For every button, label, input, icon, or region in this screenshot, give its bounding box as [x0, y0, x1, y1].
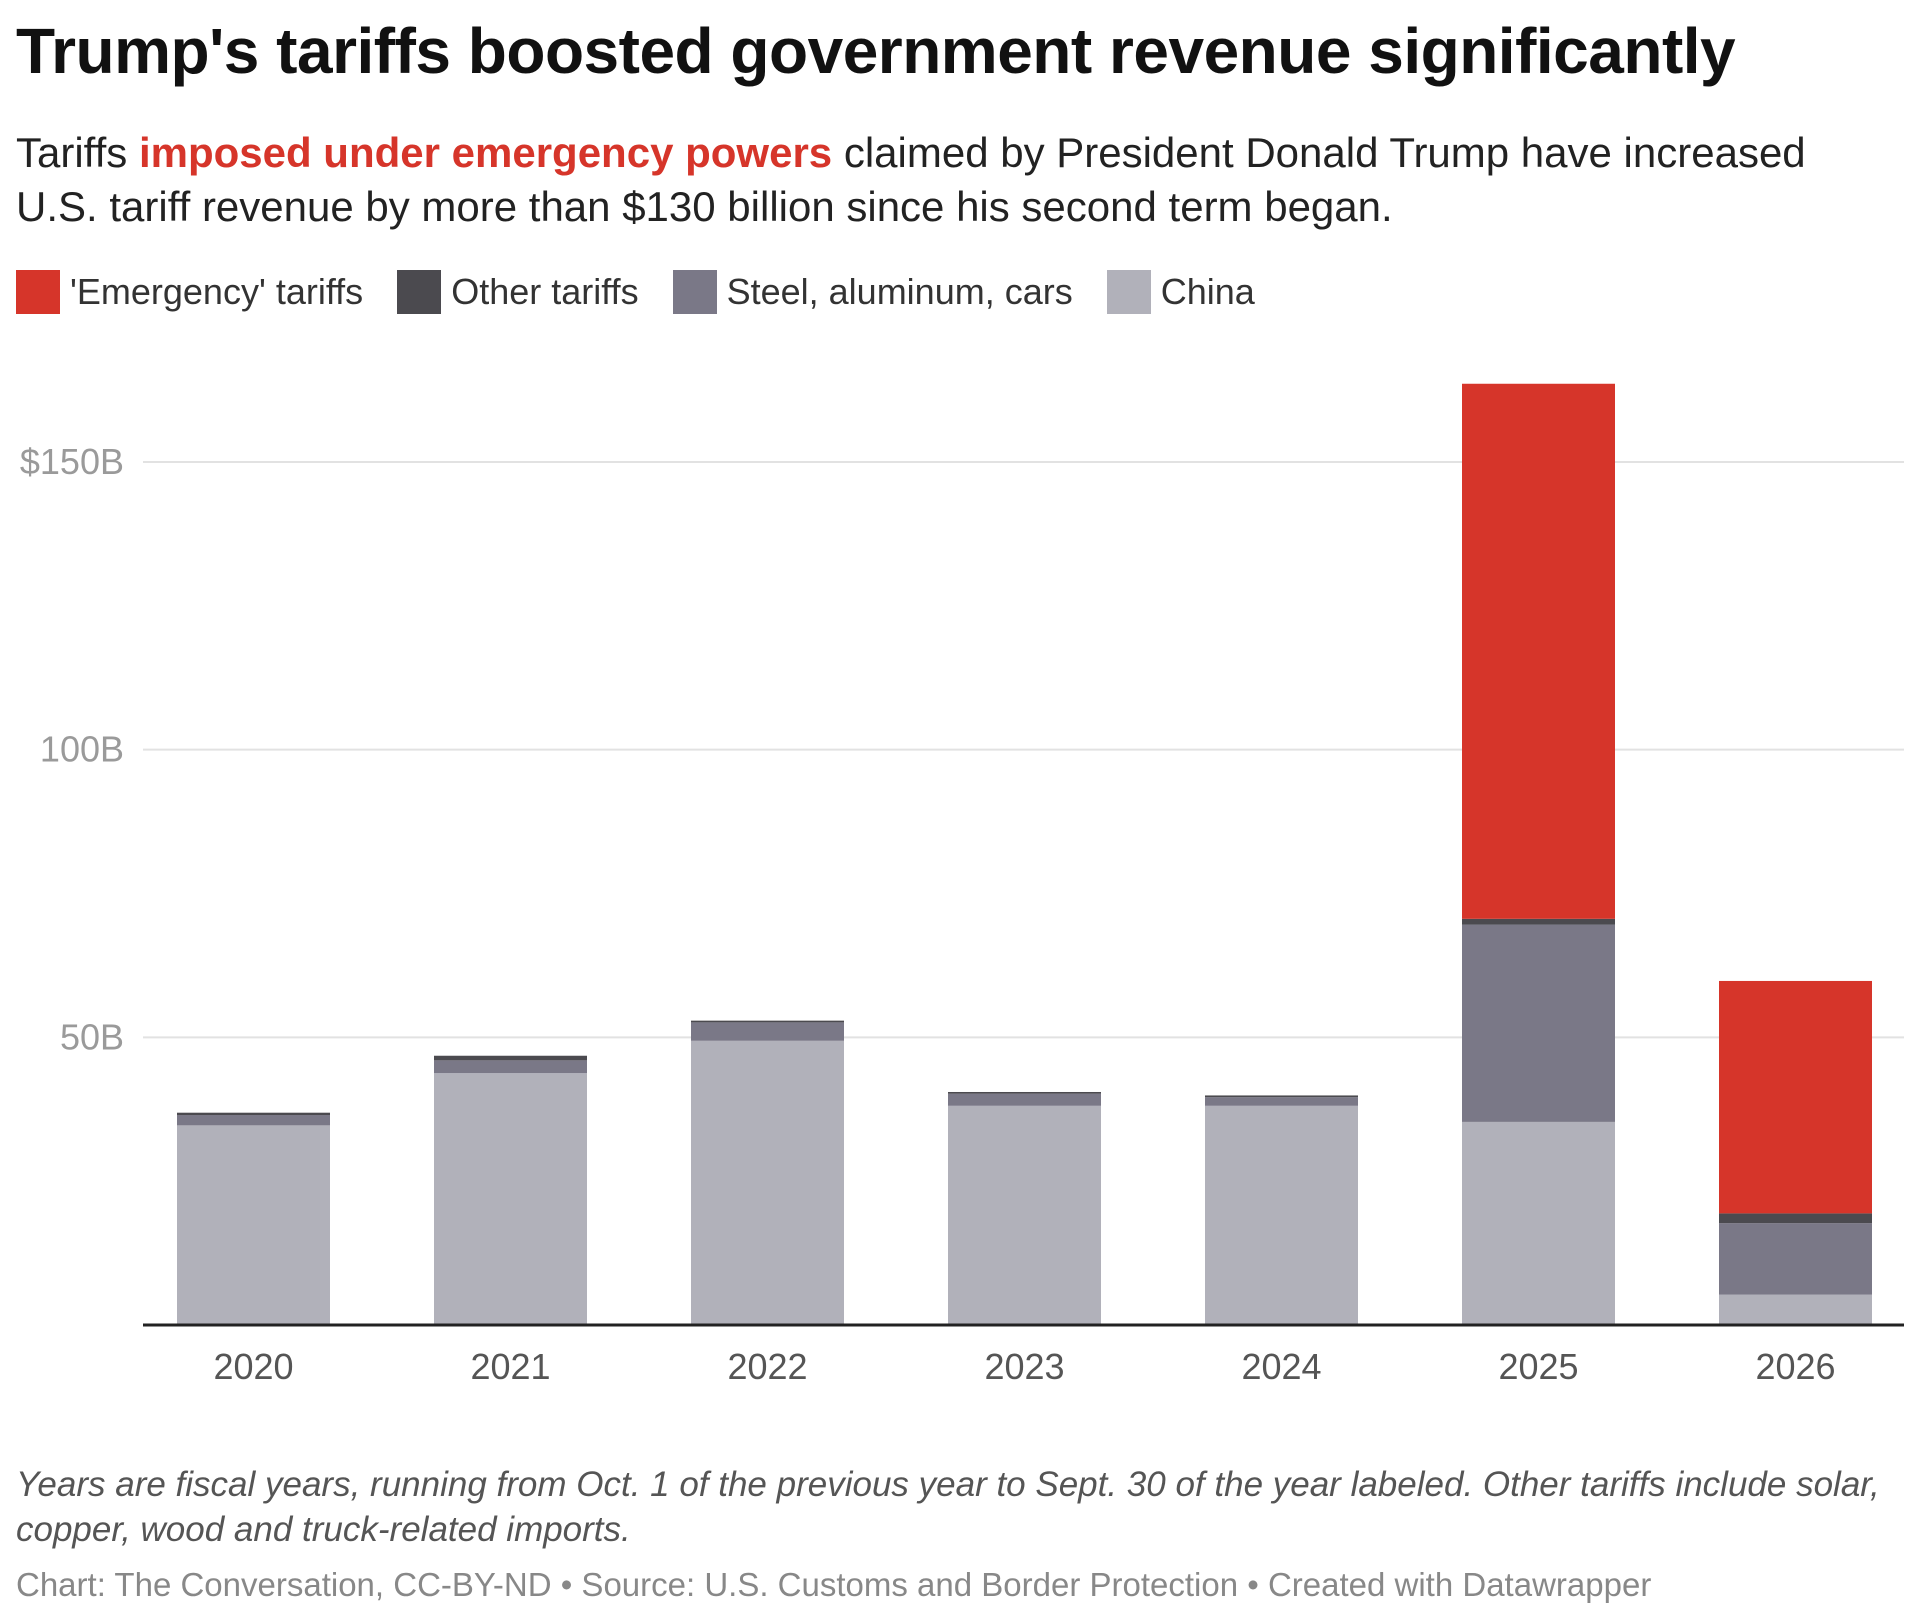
bar-steel-aluminum-cars-2026: [1719, 1223, 1872, 1295]
bar-steel-aluminum-cars-2025: [1462, 924, 1615, 1122]
y-tick-label: 100B: [40, 729, 124, 770]
bar-other-tariffs-2021: [434, 1055, 587, 1061]
bar-china-2024: [1205, 1105, 1358, 1325]
legend-swatch: [16, 270, 60, 314]
x-tick-label: 2024: [1241, 1346, 1321, 1387]
subtitle-highlight: imposed under emergency powers: [138, 129, 833, 176]
legend-item-china: China: [1106, 270, 1255, 314]
legend: 'Emergency' tariffs Other tariffs Steel, a…: [16, 270, 1255, 314]
y-tick-label: $150B: [20, 441, 124, 482]
legend-label: 'Emergency' tariffs: [70, 271, 364, 312]
legend-item-steel-aluminum-cars: Steel, aluminum, cars: [672, 270, 1073, 314]
bar-steel-aluminum-cars-2023: [948, 1093, 1101, 1106]
legend-label: Other tariffs: [451, 271, 639, 312]
x-tick-label: 2025: [1498, 1346, 1578, 1387]
x-tick-label: 2026: [1755, 1346, 1835, 1387]
bar-china-2023: [948, 1105, 1101, 1325]
x-tick-label: 2021: [470, 1346, 550, 1387]
x-tick-label: 2020: [213, 1346, 293, 1387]
bar-other-tariffs-2024: [1205, 1095, 1358, 1098]
subtitle-text: Tariffs: [16, 129, 139, 176]
y-tick-label: 50B: [60, 1016, 124, 1057]
bar-emergency-tariffs-2026: [1719, 980, 1872, 1214]
legend-label: Steel, aluminum, cars: [726, 271, 1073, 312]
bar-emergency-tariffs-2025: [1462, 383, 1615, 919]
bar-steel-aluminum-cars-2021: [434, 1060, 587, 1074]
legend-swatch: [397, 270, 442, 314]
bar-china-2020: [177, 1125, 330, 1325]
source-credit: Chart: The Conversation, CC-BY-ND • Sour…: [16, 1566, 1652, 1603]
bar-other-tariffs-2023: [948, 1091, 1101, 1094]
bar-steel-aluminum-cars-2024: [1205, 1097, 1358, 1106]
bar-other-tariffs-2020: [177, 1112, 330, 1116]
bar-steel-aluminum-cars-2022: [691, 1022, 844, 1041]
legend-swatch: [1106, 270, 1151, 314]
bar-steel-aluminum-cars-2020: [177, 1115, 330, 1126]
subtitle-text-end: claimed by President Donald Trump have i…: [16, 129, 1806, 230]
legend-swatch: [672, 270, 717, 314]
footnote: Years are fiscal years, running from Oct…: [16, 1465, 1880, 1549]
chart-subtitle: Tariffs imposed under emergency powers c…: [16, 126, 1896, 234]
bar-other-tariffs-2025: [1462, 918, 1615, 925]
legend-item-other-tariffs: Other tariffs: [397, 270, 639, 314]
bar-other-tariffs-2022: [691, 1020, 844, 1023]
stacked-bar-chart: 50B 100B $150B 2020 2021 2022 2023 2024 2025 2026: [20, 383, 1904, 1387]
bar-china-2022: [691, 1040, 844, 1325]
bar-china-2021: [434, 1073, 587, 1325]
legend-item-emergency-tariffs: 'Emergency' tariffs: [16, 270, 363, 314]
bar-other-tariffs-2026: [1719, 1213, 1872, 1224]
chart-title: Trump's tariffs boosted government reven…: [16, 15, 1736, 87]
x-tick-label: 2023: [984, 1346, 1064, 1387]
x-tick-label: 2022: [727, 1346, 807, 1387]
bar-china-2026: [1719, 1294, 1872, 1325]
bar-china-2025: [1462, 1121, 1615, 1325]
legend-label: China: [1160, 271, 1255, 312]
